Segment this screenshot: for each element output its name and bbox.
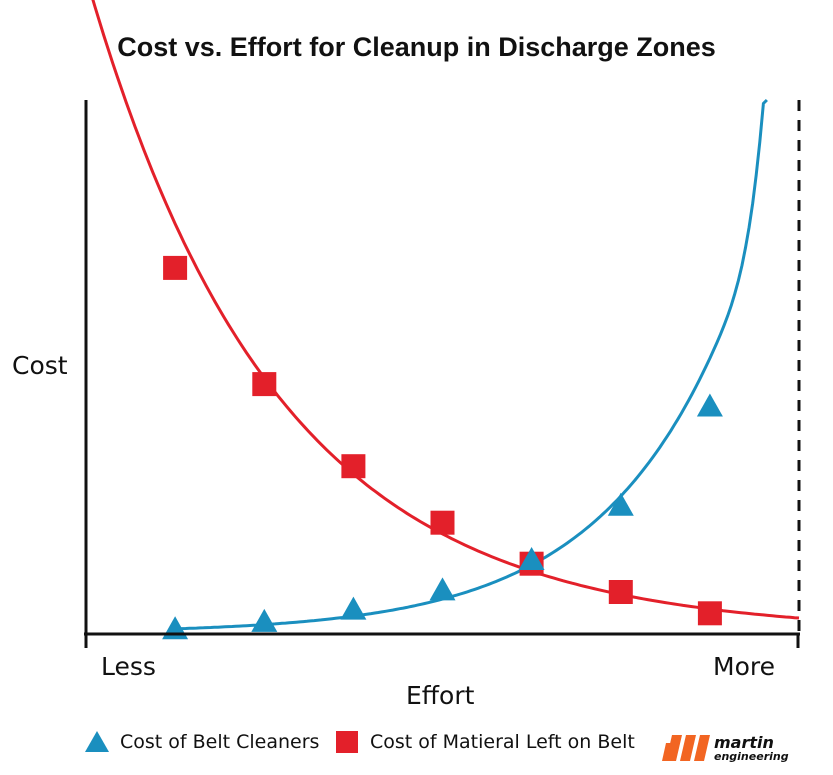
x-tick-label-less: Less	[101, 652, 156, 681]
data-point-material-left-3	[341, 454, 366, 479]
series-markers	[162, 255, 723, 640]
legend-square-marker	[336, 731, 358, 753]
data-point-belt-cleaners-4	[429, 577, 456, 601]
data-point-belt-cleaners-7	[696, 393, 723, 417]
data-point-material-left-4	[430, 510, 455, 535]
y-axis-label: Cost	[12, 351, 68, 380]
martin-engineering-logo: martin engineering	[662, 733, 789, 763]
data-point-belt-cleaners-2	[251, 608, 278, 632]
data-point-belt-cleaners-3	[340, 596, 367, 620]
x-tick-label-more: More	[713, 652, 775, 681]
legend-label-belt-cleaners: Cost of Belt Cleaners	[120, 731, 320, 753]
legend-label-material-left: Cost of Matieral Left on Belt	[370, 731, 635, 753]
data-point-material-left-6	[608, 580, 633, 604]
series-line-belt-cleaners	[175, 98, 768, 631]
data-point-material-left-2	[252, 372, 277, 397]
data-point-belt-cleaners-6	[607, 492, 634, 516]
legend: Cost of Belt Cleaners Cost of Matieral L…	[0, 730, 833, 766]
data-point-belt-cleaners-5	[518, 547, 545, 570]
svg-text:engineering: engineering	[714, 750, 789, 763]
legend-item-material-left: Cost of Matieral Left on Belt	[334, 730, 635, 754]
legend-triangle-marker	[85, 731, 109, 752]
legend-item-belt-cleaners: Cost of Belt Cleaners	[84, 730, 319, 754]
svg-text:martin: martin	[714, 733, 774, 752]
chart-title: Cost vs. Effort for Cleanup in Discharge…	[117, 32, 716, 62]
data-point-material-left-7	[697, 601, 722, 626]
data-point-material-left-1	[163, 255, 188, 280]
x-axis-label: Effort	[406, 681, 475, 710]
